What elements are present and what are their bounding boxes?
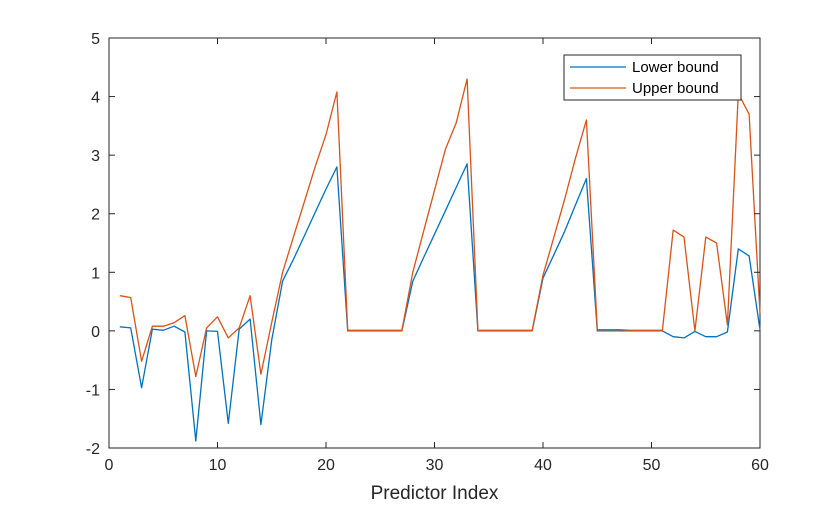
x-tick-label: 30 (426, 457, 444, 474)
series-line-upper-bound (119, 78, 761, 378)
y-tick-label: 1 (91, 265, 100, 282)
x-tick-label: 20 (317, 457, 335, 474)
legend-label-lower-bound: Lower bound (632, 59, 719, 76)
x-tick-label: 10 (209, 457, 227, 474)
y-tick-label: 0 (91, 324, 100, 341)
x-tick-label: 0 (105, 457, 114, 474)
series-layer (119, 78, 761, 442)
y-axis: -2 -1 0 1 2 3 4 5 (86, 31, 760, 458)
x-tick-label: 40 (534, 457, 552, 474)
x-axis: 0 10 20 30 40 50 60 (105, 38, 769, 474)
y-tick-label: 4 (91, 90, 100, 107)
x-axis-label: Predictor Index (371, 483, 499, 504)
legend: Lower bound Upper bound (563, 54, 742, 101)
y-tick-label: -1 (86, 382, 100, 399)
legend-label-upper-bound: Upper bound (632, 80, 719, 97)
y-tick-label: 3 (91, 148, 100, 165)
y-tick-label: -2 (86, 441, 100, 458)
y-tick-label: 5 (91, 31, 100, 48)
y-tick-label: 2 (91, 207, 100, 224)
x-tick-label: 50 (643, 457, 661, 474)
x-tick-label: 60 (751, 457, 769, 474)
legend-box (563, 54, 742, 101)
plot-area (108, 37, 761, 449)
